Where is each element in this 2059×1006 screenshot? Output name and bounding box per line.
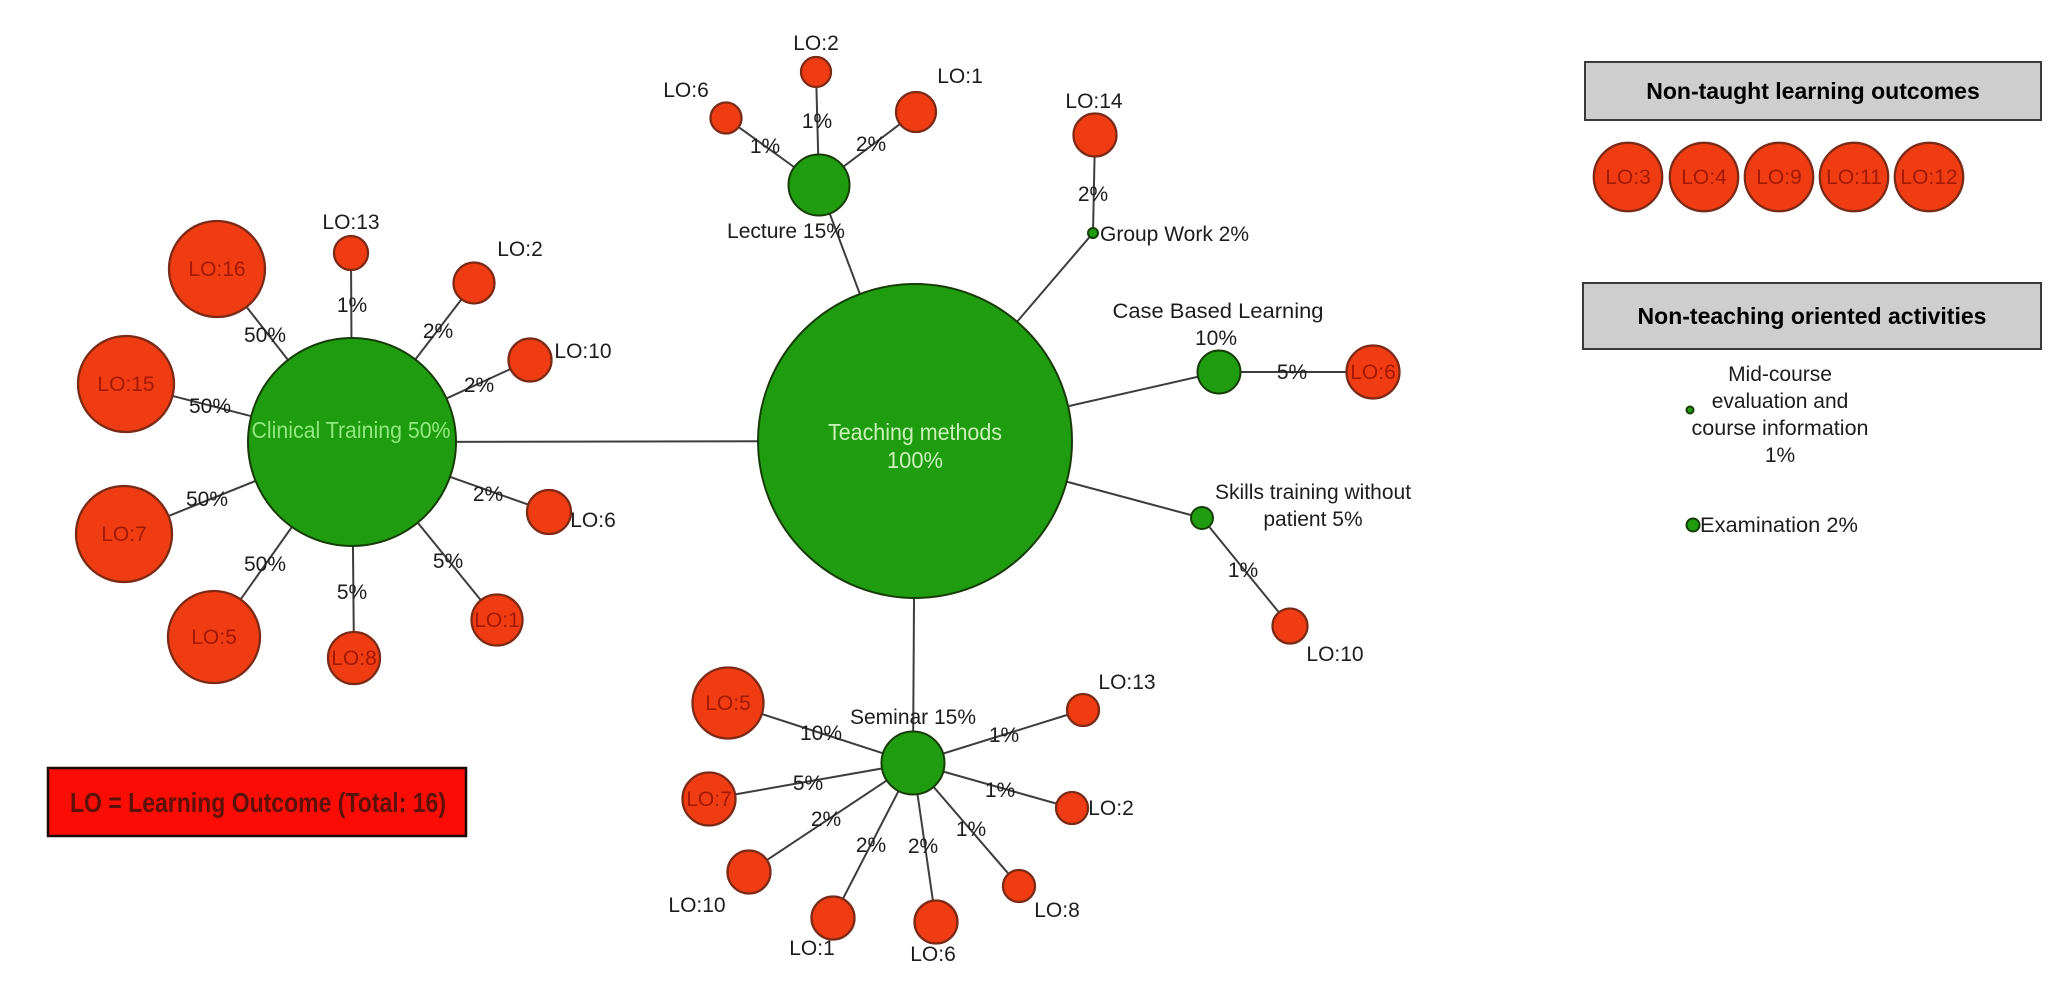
- svg-text:LO:8: LO:8: [1034, 899, 1080, 922]
- svg-text:2%: 2%: [856, 133, 886, 156]
- svg-text:100%: 100%: [887, 447, 943, 473]
- svg-text:LO:10: LO:10: [668, 894, 725, 917]
- svg-text:1%: 1%: [1228, 559, 1258, 582]
- svg-text:5%: 5%: [433, 550, 463, 573]
- svg-text:LO:13: LO:13: [322, 211, 379, 234]
- svg-text:LO:1: LO:1: [937, 65, 983, 88]
- svg-text:LO:6: LO:6: [570, 509, 616, 532]
- svg-text:LO:7: LO:7: [686, 788, 732, 811]
- svg-text:1%: 1%: [802, 110, 832, 133]
- svg-text:Examination 2%: Examination 2%: [1700, 514, 1858, 537]
- svg-text:Mid-course: Mid-course: [1728, 363, 1832, 386]
- svg-text:LO:1: LO:1: [474, 609, 520, 632]
- svg-text:LO:16: LO:16: [188, 258, 245, 281]
- svg-text:Non-teaching oriented activiti: Non-teaching oriented activities: [1638, 303, 1987, 329]
- svg-text:course information: course information: [1692, 417, 1869, 440]
- svg-text:10%: 10%: [800, 722, 842, 745]
- svg-text:50%: 50%: [189, 395, 231, 418]
- svg-text:LO:2: LO:2: [497, 238, 543, 261]
- svg-text:2%: 2%: [908, 835, 938, 858]
- svg-text:LO:1: LO:1: [789, 937, 835, 960]
- svg-text:LO:10: LO:10: [1306, 643, 1363, 666]
- svg-text:10%: 10%: [1195, 327, 1237, 350]
- svg-text:1%: 1%: [750, 135, 780, 158]
- svg-text:1%: 1%: [985, 779, 1015, 802]
- svg-text:LO:2: LO:2: [793, 32, 839, 55]
- svg-text:1%: 1%: [989, 724, 1019, 747]
- svg-text:evaluation and: evaluation and: [1712, 390, 1849, 413]
- svg-text:LO = Learning Outcome (Total:: LO = Learning Outcome (Total: 16): [70, 787, 446, 818]
- svg-text:LO:6: LO:6: [1350, 361, 1396, 384]
- svg-text:LO:11: LO:11: [1826, 166, 1882, 189]
- svg-text:5%: 5%: [337, 581, 367, 604]
- svg-text:LO:6: LO:6: [663, 79, 709, 102]
- svg-text:50%: 50%: [186, 488, 228, 511]
- svg-text:50%: 50%: [244, 553, 286, 576]
- svg-text:1%: 1%: [956, 818, 986, 841]
- svg-text:LO:5: LO:5: [705, 692, 751, 715]
- svg-text:Case Based Learning: Case Based Learning: [1113, 300, 1324, 323]
- svg-text:LO:9: LO:9: [1756, 166, 1802, 189]
- svg-text:LO:6: LO:6: [910, 943, 956, 966]
- svg-text:2%: 2%: [1078, 183, 1108, 206]
- svg-text:Non-taught learning outcomes: Non-taught learning outcomes: [1646, 78, 1980, 104]
- svg-text:LO:15: LO:15: [97, 373, 154, 396]
- svg-text:LO:4: LO:4: [1681, 166, 1727, 189]
- svg-text:2%: 2%: [423, 320, 453, 343]
- svg-text:Lecture 15%: Lecture 15%: [727, 220, 845, 243]
- svg-text:1%: 1%: [1765, 444, 1795, 467]
- svg-text:2%: 2%: [473, 483, 503, 506]
- svg-text:1%: 1%: [337, 294, 367, 317]
- svg-text:LO:12: LO:12: [1900, 166, 1957, 189]
- svg-text:LO:2: LO:2: [1088, 797, 1134, 820]
- svg-text:5%: 5%: [793, 772, 823, 795]
- svg-text:Seminar 15%: Seminar 15%: [850, 706, 976, 729]
- svg-text:LO:14: LO:14: [1065, 90, 1123, 113]
- svg-text:LO:7: LO:7: [101, 523, 147, 546]
- svg-text:Clinical Training 50%: Clinical Training 50%: [252, 417, 451, 443]
- svg-text:50%: 50%: [244, 324, 286, 347]
- svg-text:Group Work 2%: Group Work 2%: [1100, 223, 1249, 246]
- svg-text:LO:3: LO:3: [1605, 166, 1651, 189]
- svg-text:Skills training without: Skills training without: [1215, 481, 1411, 504]
- svg-text:2%: 2%: [811, 808, 841, 831]
- svg-text:patient 5%: patient 5%: [1263, 508, 1362, 531]
- svg-text:2%: 2%: [464, 374, 494, 397]
- svg-text:5%: 5%: [1277, 361, 1307, 384]
- svg-text:2%: 2%: [856, 834, 886, 857]
- svg-text:LO:8: LO:8: [331, 647, 377, 670]
- svg-text:Teaching methods: Teaching methods: [828, 419, 1002, 445]
- svg-text:LO:10: LO:10: [554, 340, 611, 363]
- svg-text:LO:13: LO:13: [1098, 671, 1155, 694]
- svg-text:LO:5: LO:5: [191, 626, 237, 649]
